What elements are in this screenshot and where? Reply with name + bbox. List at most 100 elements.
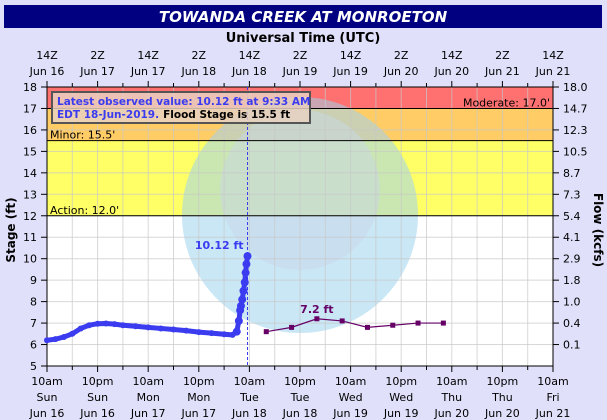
bottom-tick-day: Sun xyxy=(87,391,108,404)
observed-point xyxy=(240,278,249,287)
bottom-tick-time: 10am xyxy=(234,375,265,388)
observed-point xyxy=(239,286,248,295)
bottom-tick-day: Mon xyxy=(187,391,210,404)
threshold-label: Action: 12.0' xyxy=(50,204,119,217)
bottom-tick-time: 10pm xyxy=(82,375,114,388)
observed-point xyxy=(44,337,50,344)
bottom-tick-time: 10pm xyxy=(487,375,519,388)
observed-point xyxy=(238,295,247,304)
bottom-tick-day: Tue xyxy=(290,391,310,404)
observed-point xyxy=(132,323,139,330)
bottom-tick-time: 10am xyxy=(436,375,467,388)
bottom-tick-day: Wed xyxy=(389,391,413,404)
y-tick-label: 12 xyxy=(23,210,37,223)
forecast-point xyxy=(314,316,320,322)
y2-tick-label: 0.1 xyxy=(563,339,581,352)
top-tick-date: Jun 17 xyxy=(79,65,115,78)
y-tick-label: 8 xyxy=(30,296,37,309)
bottom-tick-day: Thu xyxy=(440,391,462,404)
bottom-tick-date: Jun 19 xyxy=(383,407,419,420)
observed-point xyxy=(195,329,202,336)
threshold-label: Moderate: 17.0' xyxy=(463,96,550,109)
y2-tick-label: 7.3 xyxy=(563,188,581,201)
observed-point xyxy=(243,252,252,261)
forecast-point xyxy=(415,320,421,326)
bottom-tick-date: Jun 16 xyxy=(29,407,65,420)
y2-tick-label: 12.3 xyxy=(563,124,588,137)
observed-point xyxy=(236,301,245,310)
top-tick-date: Jun 18 xyxy=(180,65,216,78)
bottom-tick-time: 10am xyxy=(31,375,62,388)
top-tick-label: 2Z xyxy=(495,49,510,62)
threshold-label: Minor: 15.5' xyxy=(50,129,115,142)
y-tick-label: 5 xyxy=(30,360,37,373)
bottom-tick-time: 10pm xyxy=(183,375,215,388)
bottom-tick-date: Jun 21 xyxy=(535,407,571,420)
bottom-tick-day: Tue xyxy=(239,391,259,404)
bottom-tick-time: 10am xyxy=(335,375,366,388)
svg-text:EDT 18-Jun-2019.Flood Stage is: EDT 18-Jun-2019. Flood Stage is 15.5 ft xyxy=(57,109,290,121)
forecast-peak-label: 7.2 ft xyxy=(300,303,333,316)
observed-point xyxy=(170,326,177,333)
observed-point xyxy=(111,321,118,328)
bottom-tick-date: Jun 18 xyxy=(231,407,267,420)
forecast-line xyxy=(266,318,444,333)
top-tick-label: 14Z xyxy=(36,49,58,62)
y2-tick-label: 14.7 xyxy=(563,102,588,115)
bottom-tick-day: Wed xyxy=(339,391,363,404)
y2-tick-label: 8.7 xyxy=(563,167,581,180)
top-tick-date: Jun 17 xyxy=(130,65,166,78)
top-tick-label: 2Z xyxy=(192,49,207,62)
forecast-point xyxy=(339,318,345,324)
top-axis-title: Universal Time (UTC) xyxy=(226,31,381,46)
info-line2-date: EDT 18-Jun-2019. xyxy=(57,109,159,121)
y-tick-label: 11 xyxy=(23,231,37,244)
y-tick-label: 14 xyxy=(23,167,37,180)
y2-tick-label: 18.0 xyxy=(563,81,588,94)
y-tick-label: 9 xyxy=(30,274,37,287)
observed-point xyxy=(208,330,215,337)
observed-point xyxy=(183,327,190,334)
observed-point xyxy=(119,322,126,329)
info-line2-flood: Flood Stage is 15.5 ft xyxy=(163,109,290,121)
top-tick-label: 2Z xyxy=(90,49,105,62)
y-axis-label: Stage (ft) xyxy=(4,197,18,262)
observed-point xyxy=(241,268,250,277)
bottom-tick-date: Jun 20 xyxy=(484,407,520,420)
top-tick-label: 14Z xyxy=(137,49,159,62)
observed-point xyxy=(145,324,152,331)
bottom-tick-date: Jun 16 xyxy=(79,407,115,420)
y2-axis-label: Flow (kcfs) xyxy=(591,193,605,267)
bottom-tick-day: Fri xyxy=(546,391,559,404)
observed-point xyxy=(221,331,228,338)
observed-point xyxy=(242,260,251,269)
forecast-point xyxy=(263,329,269,335)
y-tick-label: 13 xyxy=(23,188,37,201)
bottom-tick-time: 10am xyxy=(132,375,163,388)
y2-tick-label: 1.8 xyxy=(563,274,581,287)
top-tick-date: Jun 19 xyxy=(332,65,368,78)
observed-point xyxy=(157,325,164,332)
y-tick-label: 10 xyxy=(23,253,37,266)
top-tick-date: Jun 21 xyxy=(484,65,520,78)
observed-point xyxy=(234,316,243,325)
top-tick-label: 14Z xyxy=(239,49,261,62)
y2-tick-label: 10.5 xyxy=(563,145,588,158)
forecast-point xyxy=(364,324,370,330)
top-tick-date: Jun 18 xyxy=(231,65,267,78)
y-tick-label: 15 xyxy=(23,145,37,158)
observed-point xyxy=(232,327,241,336)
observed-point xyxy=(60,334,67,341)
y-tick-label: 16 xyxy=(23,124,37,137)
bottom-tick-day: Thu xyxy=(491,391,513,404)
info-box: Latest observed value: 10.12 ft at 9:33 … xyxy=(51,91,311,124)
y2-tick-label: 0.4 xyxy=(563,317,581,330)
y2-tick-label: 1.0 xyxy=(563,296,581,309)
bottom-tick-day: Mon xyxy=(137,391,160,404)
forecast-point xyxy=(440,320,446,326)
top-tick-label: 14Z xyxy=(340,49,362,62)
bottom-tick-date: Jun 18 xyxy=(282,407,318,420)
bottom-tick-time: 10am xyxy=(537,375,568,388)
